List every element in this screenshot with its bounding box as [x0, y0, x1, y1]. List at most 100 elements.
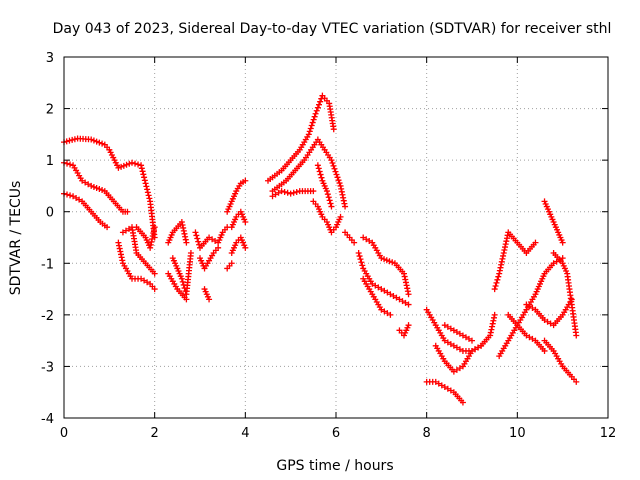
data-point-interp [195, 238, 202, 245]
series-track-1 [61, 135, 158, 241]
series-track-22 [342, 229, 358, 246]
data-point-interp [144, 189, 151, 196]
series-track-26 [396, 322, 412, 339]
y-tick-label: -1 [41, 257, 54, 272]
data-point [178, 275, 185, 282]
data-point-interp [317, 98, 324, 105]
data-point-interp [293, 188, 300, 195]
data-point-interp [324, 191, 331, 198]
x-axis-label: GPS time / hours [276, 458, 393, 474]
data-point-interp [122, 227, 129, 234]
series-track-27 [423, 306, 498, 354]
series-track-15 [228, 234, 249, 256]
series-track-32 [496, 255, 566, 360]
data-point-interp [139, 168, 146, 175]
data-point-interp [194, 235, 201, 242]
data-point-interp [123, 161, 130, 168]
data-point [378, 306, 385, 313]
data-point-interp [99, 187, 106, 194]
series-track-25 [360, 275, 394, 318]
data-point [396, 296, 403, 303]
x-tick-label: 12 [600, 426, 617, 441]
data-point-interp [132, 160, 139, 167]
data-point-interp [462, 334, 469, 341]
data-point [323, 188, 330, 195]
data-point-interp [141, 277, 148, 284]
data-point-interp [447, 341, 454, 348]
data-point [491, 286, 498, 293]
grid [64, 57, 608, 418]
data-point-interp [144, 279, 151, 286]
data-point [405, 301, 412, 308]
data-point-interp [314, 104, 321, 111]
data-point [228, 260, 235, 267]
data-point [441, 322, 448, 329]
data-point [450, 368, 457, 375]
data-point [206, 234, 213, 241]
data-point [328, 157, 335, 164]
data-point-interp [146, 195, 153, 202]
data-point-interp [330, 162, 337, 169]
data-point-interp [96, 186, 103, 193]
data-point-interp [76, 196, 83, 203]
series-track-23 [355, 249, 412, 308]
series-track-18 [269, 136, 349, 210]
data-point [215, 244, 222, 251]
data-point-interp [494, 276, 501, 283]
data-point-interp [333, 171, 340, 178]
data-point-interp [307, 125, 314, 132]
data-point [115, 164, 122, 171]
data-point [337, 213, 344, 220]
series-track-31 [491, 229, 539, 293]
data-point-interp [63, 138, 70, 145]
data-point [129, 159, 135, 166]
data-point-interp [389, 259, 396, 266]
data-point-interp [402, 299, 409, 306]
data-point-interp [390, 292, 397, 299]
data-point-interp [209, 236, 216, 243]
data-point-interp [90, 183, 97, 190]
data-point-interp [138, 165, 145, 172]
y-tick-label: 1 [46, 154, 54, 169]
series-track-14 [228, 208, 249, 231]
chart-title: Day 043 of 2023, Sidereal Day-to-day VTE… [53, 21, 612, 37]
data-point [573, 332, 580, 339]
series-track-6 [133, 224, 158, 251]
data-point [138, 162, 145, 169]
data-point-interp [329, 160, 336, 167]
series-track-10 [192, 224, 231, 251]
data-point-interp [444, 339, 451, 346]
data-point-interp [73, 194, 80, 201]
data-point-interp [311, 113, 318, 120]
data-point-interp [326, 197, 333, 204]
data-point [523, 332, 530, 339]
data-point [541, 317, 548, 324]
data-point-interp [272, 191, 279, 198]
series-track-11 [197, 244, 222, 272]
data-point-interp [384, 289, 391, 296]
data-point [387, 291, 394, 298]
data-point-interp [275, 189, 282, 196]
data-point [151, 224, 158, 231]
data-point [432, 378, 439, 385]
data-point [491, 311, 498, 318]
data-point [151, 270, 158, 277]
data-point-interp [383, 257, 390, 264]
series-track-21 [314, 162, 335, 210]
series-track-7 [165, 219, 190, 246]
data-point [342, 203, 349, 210]
y-tick-label: -4 [41, 412, 54, 427]
y-tick-label: 3 [46, 51, 54, 66]
series-track-8 [165, 270, 190, 303]
data-point-interp [290, 189, 297, 196]
data-point-interp [453, 366, 460, 373]
data-point-interp [142, 180, 149, 187]
data-point-interp [193, 232, 200, 239]
data-point-interp [140, 171, 147, 178]
data-point [314, 162, 321, 169]
data-point-interp [447, 387, 454, 394]
data-point [369, 280, 376, 287]
data-point-interp [120, 162, 127, 169]
data-point-interp [141, 177, 148, 184]
